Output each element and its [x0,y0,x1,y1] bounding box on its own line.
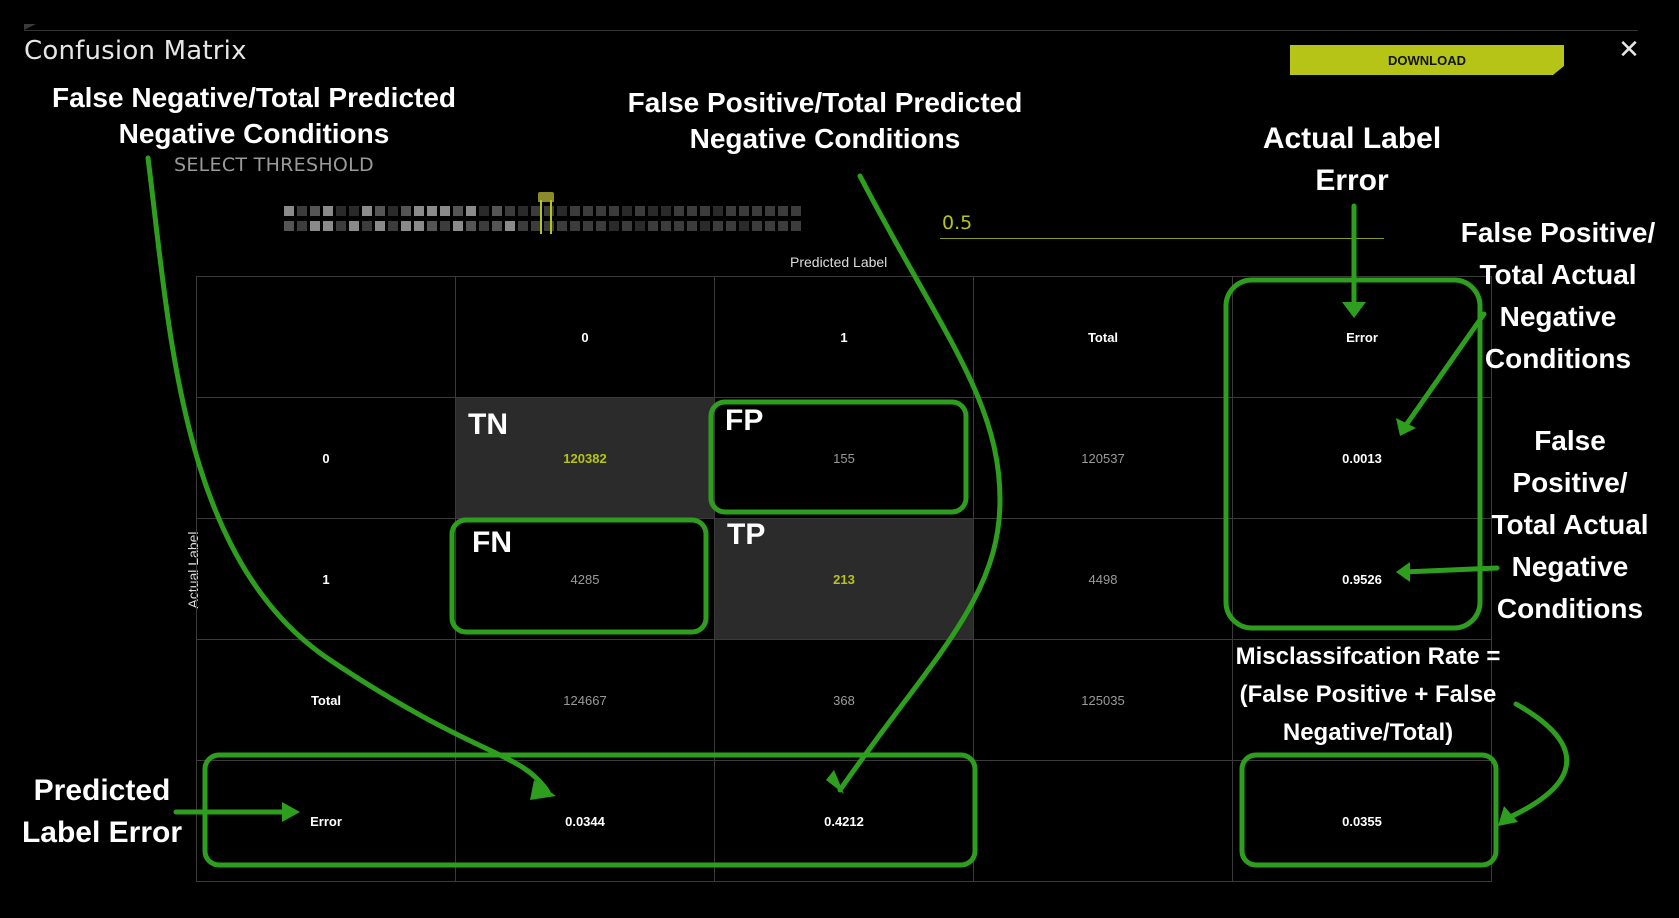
misclassification-cell: 0.0355 [1232,760,1492,882]
header-cell: 1 [714,276,974,398]
annotation-actual-label-error: Actual Label Error [1262,122,1442,197]
empty-cell [1232,639,1492,761]
predicted-label-axis: Predicted Label [790,254,888,270]
annotation-predicted-label-error: Predicted Label Error [21,774,183,849]
threshold-input[interactable] [940,208,1384,239]
window-corner-notch [24,24,36,30]
misclassification-arrow [1505,701,1570,821]
total-cell: 120537 [973,397,1233,519]
fp-tag: FP [725,404,764,437]
table-row: 0 120382 155 120537 0.0013 [196,397,1492,519]
annotation-fn-over-pred-neg: False Negative/Total Predicted Negative … [51,82,457,149]
slider-handle[interactable] [538,192,554,240]
error-cell: 0.0344 [455,760,715,882]
empty-cell [973,760,1233,882]
annotation-fp-over-actual-neg-2: False Positive/ Total Actual Negative Co… [1491,425,1649,624]
threshold-slider[interactable] [284,192,832,234]
row-label: Error [196,760,456,882]
tp-tag: TP [727,518,766,551]
fn-tag: FN [472,526,512,559]
error-cell: 0.4212 [714,760,974,882]
total-cell: 124667 [455,639,715,761]
window-top-divider [24,30,1638,31]
window-title: Confusion Matrix [24,36,247,66]
tn-tag: TN [468,408,508,441]
row-label: Total [196,639,456,761]
annotation-fp-over-actual-neg-1: False Positive/ Total Actual Negative Co… [1460,217,1656,374]
total-cell: 368 [714,639,974,761]
error-cell: 0.9526 [1232,518,1492,640]
header-cell: 0 [455,276,715,398]
grand-total-cell: 125035 [973,639,1233,761]
annotation-fp-over-pred-neg: False Positive/Total Predicted Negative … [627,87,1023,154]
annotation-misclassification: Misclassifcation Rate = (False Positive … [1235,643,1501,746]
table-row: 1 4285 213 4498 0.9526 [196,518,1492,640]
select-threshold-label: SELECT THRESHOLD [174,154,374,176]
row-label: 0 [196,397,456,519]
close-icon[interactable]: ✕ [1618,34,1640,64]
total-cell: 4498 [973,518,1233,640]
header-cell [196,276,456,398]
confusion-matrix-table: 0 1 Total Error 0 120382 155 120537 0.00… [196,276,1492,882]
row-label: 1 [196,518,456,640]
download-button[interactable]: DOWNLOAD [1290,45,1564,75]
table-row: 0 1 Total Error [196,276,1492,398]
error-cell: 0.0013 [1232,397,1492,519]
table-row: Error 0.0344 0.4212 0.0355 [196,760,1492,882]
header-cell: Total [973,276,1233,398]
